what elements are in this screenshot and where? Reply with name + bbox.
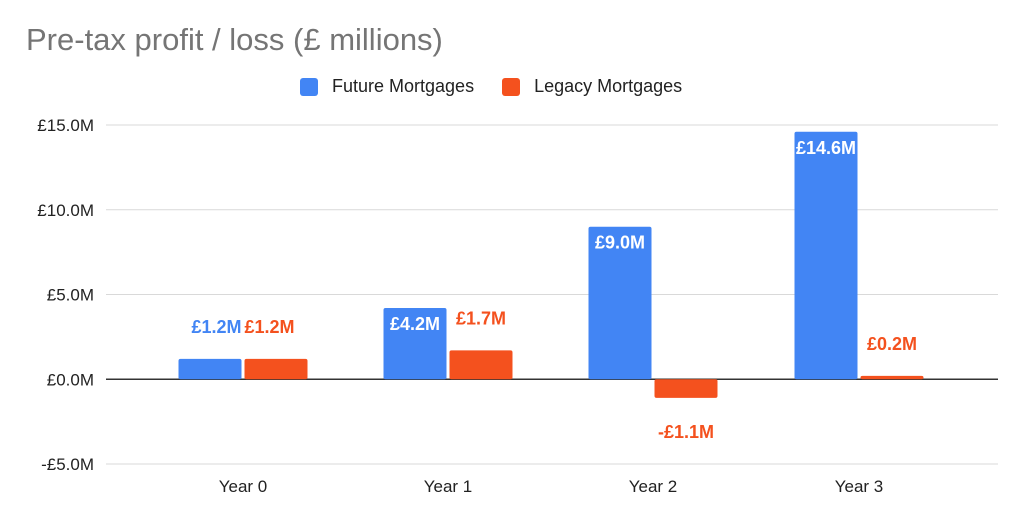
data-label: £1.2M (191, 317, 241, 337)
legend-swatch-future-mortgages (300, 77, 318, 96)
bar-legacy-mortgages (244, 358, 308, 380)
y-tick-label: -£5.0M (41, 455, 94, 474)
y-tick-label: £15.0M (37, 116, 94, 135)
legend: Future Mortgages Legacy Mortgages (300, 76, 710, 97)
data-label: £1.7M (456, 308, 506, 328)
bar-future-mortgages (383, 308, 447, 380)
data-label: £14.6M (796, 138, 856, 158)
bar-legacy-mortgages (860, 375, 924, 380)
bar-future-mortgages (794, 131, 858, 380)
x-tick-label: Year 2 (629, 477, 678, 496)
y-tick-label: £5.0M (47, 286, 94, 305)
chart-title: Pre-tax profit / loss (£ millions) (26, 22, 443, 57)
bar-legacy-mortgages (449, 350, 513, 380)
legend-label-legacy-mortgages: Legacy Mortgages (534, 76, 683, 96)
bar-legacy-mortgages (654, 379, 718, 398)
bar-future-mortgages (178, 358, 242, 380)
x-tick-label: Year 1 (424, 477, 473, 496)
x-tick-label: Year 3 (835, 477, 884, 496)
legend-item-legacy-mortgages[interactable]: Legacy Mortgages (502, 76, 682, 97)
y-tick-label: £10.0M (37, 201, 94, 220)
x-tick-label: Year 0 (219, 477, 268, 496)
data-label: £0.2M (867, 334, 917, 354)
bar-future-mortgages (588, 226, 652, 380)
data-label: £4.2M (390, 314, 440, 334)
data-label: £1.2M (245, 317, 295, 337)
legend-item-future-mortgages[interactable]: Future Mortgages (300, 76, 474, 97)
y-tick-label: £0.0M (47, 370, 94, 389)
data-label: -£1.1M (658, 422, 714, 442)
legend-label-future-mortgages: Future Mortgages (332, 76, 475, 96)
data-label: £9.0M (595, 233, 645, 253)
legend-swatch-legacy-mortgages (502, 77, 521, 96)
